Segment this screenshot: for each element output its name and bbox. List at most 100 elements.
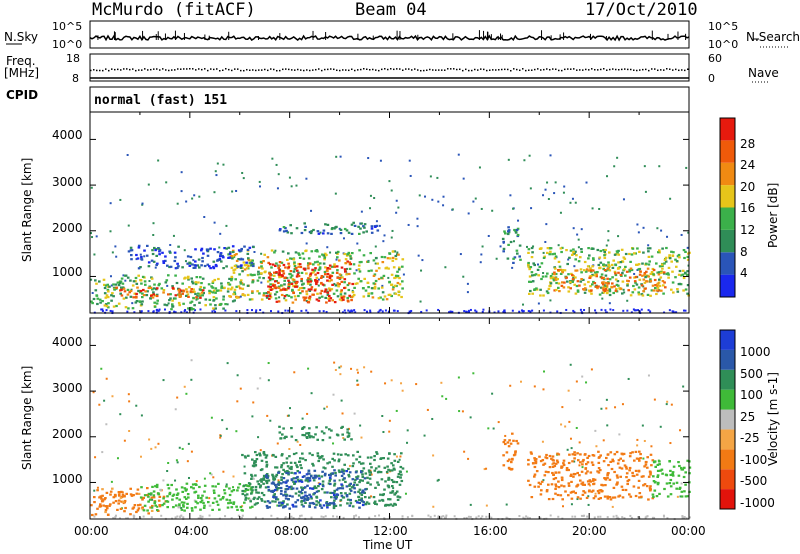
data-cell — [310, 497, 313, 500]
data-cell — [198, 301, 201, 304]
freq-point — [624, 68, 626, 70]
data-cell — [583, 269, 586, 272]
scatter-cell — [267, 379, 270, 382]
data-cell — [109, 490, 113, 493]
data-cell — [509, 240, 513, 244]
data-cell — [639, 270, 642, 273]
data-cell — [292, 278, 296, 281]
data-cell — [180, 486, 184, 489]
data-cell — [250, 492, 253, 495]
data-cell — [664, 260, 668, 263]
data-cell — [202, 506, 206, 509]
data-cell — [272, 477, 276, 480]
data-cell — [562, 459, 566, 462]
data-cell — [309, 231, 313, 235]
data-cell — [262, 482, 265, 485]
ground-scatter-cell — [467, 515, 470, 518]
data-cell — [592, 258, 595, 261]
ground-scatter-cell — [529, 310, 532, 313]
ground-scatter-cell — [646, 515, 649, 518]
data-cell — [222, 496, 225, 499]
ground-scatter-cell — [160, 514, 163, 517]
data-cell — [308, 477, 312, 480]
data-cell — [370, 466, 373, 469]
data-cell — [592, 482, 596, 485]
freq-point — [447, 68, 449, 70]
data-cell — [316, 250, 319, 253]
data-cell — [233, 254, 237, 257]
ground-scatter-cell — [616, 516, 619, 519]
data-cell — [307, 472, 310, 475]
data-cell — [227, 287, 230, 290]
data-cell — [294, 439, 298, 442]
scatter-cell — [269, 419, 272, 422]
data-cell — [308, 275, 312, 278]
data-cell — [227, 246, 231, 249]
data-cell — [334, 504, 338, 507]
data-cell — [317, 232, 321, 235]
ground-scatter-cell — [184, 309, 187, 312]
data-cell — [249, 488, 253, 491]
data-cell — [340, 474, 344, 477]
ground-scatter-cell — [463, 517, 466, 520]
data-cell — [545, 490, 549, 493]
freq-point — [615, 68, 617, 71]
freq-point — [600, 68, 602, 71]
scatter-cell — [544, 240, 547, 243]
data-cell — [637, 291, 640, 294]
data-cell — [165, 279, 169, 282]
scatter-cell — [267, 294, 270, 297]
data-cell — [398, 483, 402, 486]
scatter-cell — [388, 419, 391, 422]
data-cell — [353, 272, 356, 275]
data-cell — [527, 248, 531, 251]
data-cell — [265, 463, 269, 466]
data-cell — [629, 294, 633, 297]
freq-point — [285, 68, 287, 70]
data-cell — [614, 278, 618, 281]
data-cell — [302, 426, 306, 429]
data-cell — [230, 275, 234, 278]
data-cell — [274, 293, 277, 296]
data-cell — [118, 281, 122, 284]
data-cell — [136, 286, 139, 289]
freq-point — [573, 68, 575, 70]
data-cell — [625, 467, 628, 470]
data-cell — [318, 457, 321, 460]
data-cell — [501, 237, 505, 240]
data-cell — [267, 276, 271, 279]
scatter-cell — [458, 410, 461, 413]
data-cell — [542, 256, 546, 259]
data-cell — [122, 297, 126, 300]
freq-point — [300, 69, 302, 71]
freq-unit: [MHz] — [4, 66, 40, 80]
ground-scatter-cell — [683, 516, 686, 519]
data-cell — [353, 286, 356, 289]
data-cell — [390, 273, 394, 276]
data-cell — [531, 251, 534, 254]
data-cell — [148, 498, 152, 501]
data-cell — [171, 498, 174, 501]
data-cell — [260, 265, 263, 268]
data-cell — [401, 280, 404, 283]
data-cell — [667, 276, 670, 279]
data-cell — [251, 489, 254, 492]
data-cell — [502, 464, 506, 467]
data-cell — [379, 471, 383, 474]
data-cell — [324, 467, 327, 470]
ground-scatter-cell — [324, 515, 327, 518]
scatter-cell — [111, 395, 114, 398]
ground-scatter-cell — [518, 310, 521, 313]
cpid-value: normal (fast) 151 — [94, 93, 228, 108]
data-cell — [367, 469, 371, 472]
data-cell — [599, 266, 602, 269]
data-cell — [98, 298, 102, 301]
ground-scatter-cell — [681, 515, 684, 518]
data-cell — [214, 291, 217, 294]
data-cell — [301, 488, 304, 491]
data-cell — [232, 269, 235, 272]
data-cell — [575, 284, 579, 288]
data-cell — [214, 287, 218, 290]
ground-scatter-cell — [335, 515, 338, 518]
data-cell — [608, 290, 612, 293]
